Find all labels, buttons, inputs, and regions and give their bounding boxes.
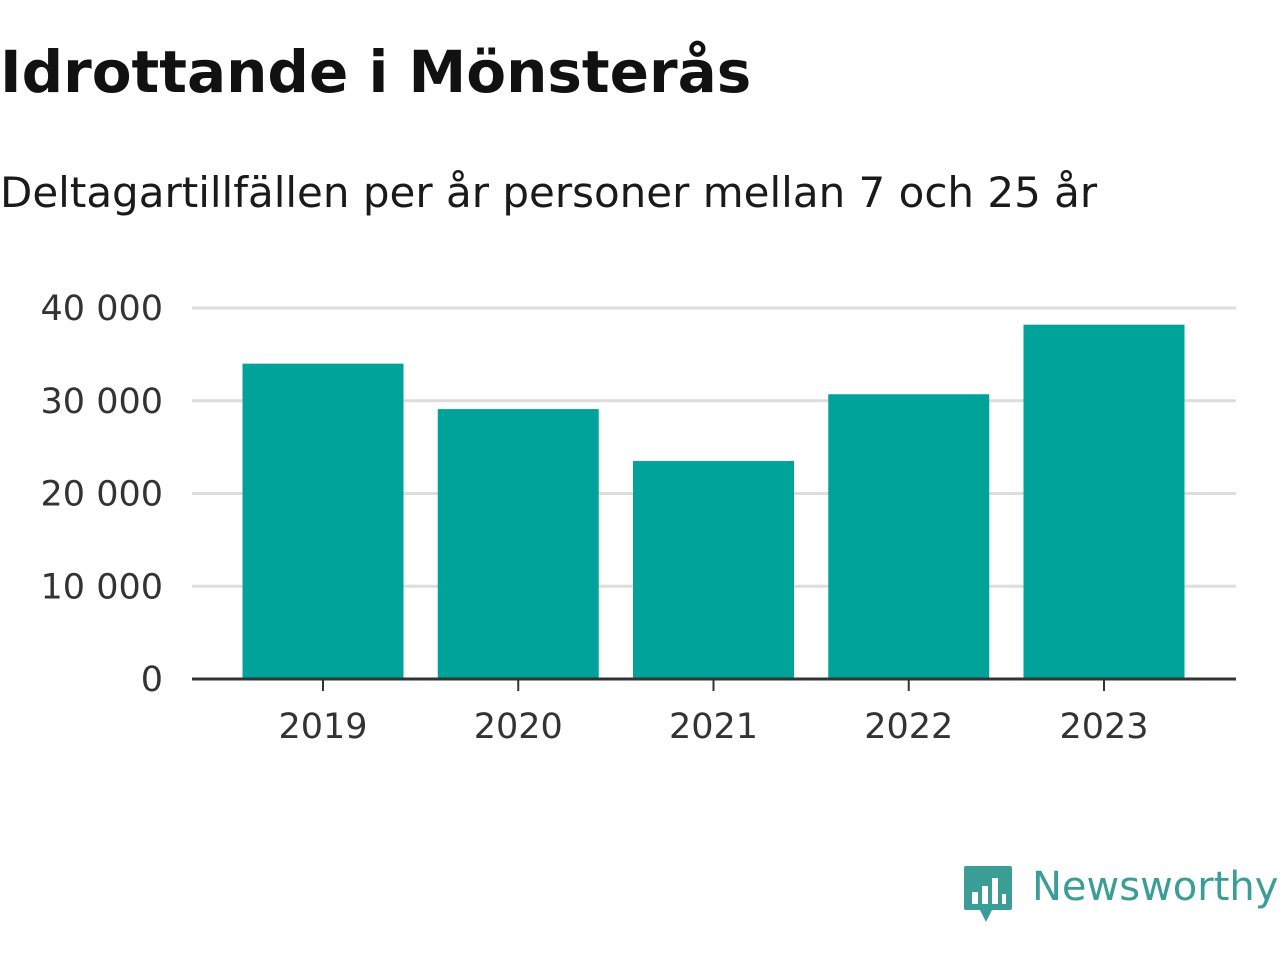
bar-2022 xyxy=(828,394,990,679)
bars xyxy=(242,324,1185,679)
brand-name: Newsworthy xyxy=(1032,864,1279,910)
x-tick-label: 2019 xyxy=(278,707,367,747)
x-axis-tick-labels: 2019 2020 2021 2022 2023 xyxy=(278,707,1148,747)
y-tick-label: 20 000 xyxy=(41,475,163,515)
x-tick-label: 2020 xyxy=(474,707,563,747)
bar-2023 xyxy=(1023,324,1185,679)
y-axis-tick-labels: 0 10 000 20 000 30 000 40 000 xyxy=(41,289,163,700)
bar-2019 xyxy=(242,363,404,679)
bar-2020 xyxy=(437,409,599,679)
x-tick-label: 2022 xyxy=(864,707,953,747)
newsworthy-logo: Newsworthy xyxy=(962,860,1280,930)
x-axis xyxy=(192,677,1236,691)
y-tick-label: 40 000 xyxy=(41,289,163,329)
x-tick-label: 2023 xyxy=(1059,707,1148,747)
chart-title: Idrottande i Mönsterås xyxy=(0,38,752,106)
y-tick-label: 30 000 xyxy=(41,382,163,422)
chart-subtitle: Deltagartillfällen per år personer mella… xyxy=(0,168,1098,217)
bar-chart-speech-bubble-icon xyxy=(964,866,1012,922)
y-tick-label: 0 xyxy=(141,660,163,700)
x-tick-label: 2021 xyxy=(669,707,758,747)
y-tick-label: 10 000 xyxy=(41,567,163,607)
bar-2021 xyxy=(633,461,794,679)
